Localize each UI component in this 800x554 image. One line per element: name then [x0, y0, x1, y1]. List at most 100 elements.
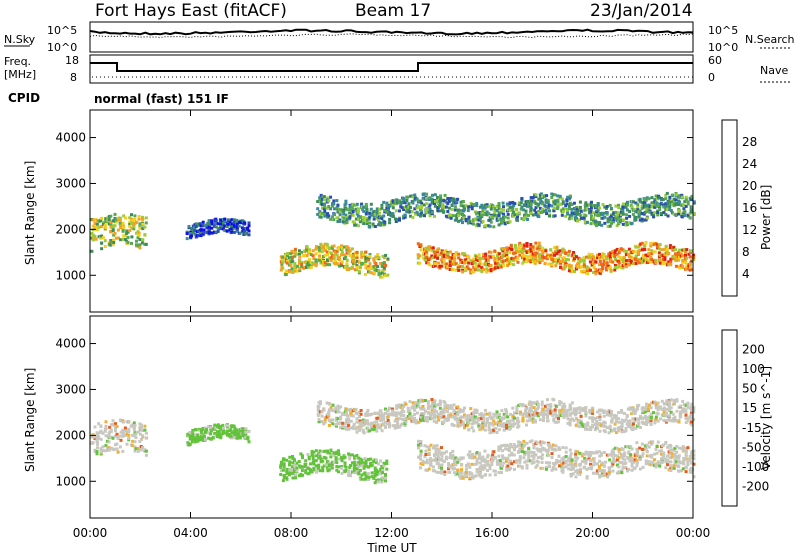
- heatmap-cell: [230, 431, 234, 435]
- heatmap-cell: [433, 410, 437, 414]
- heatmap-cell: [104, 427, 108, 431]
- freq-label: Freq.: [4, 55, 31, 68]
- heatmap-cell: [529, 206, 533, 210]
- heatmap-cell: [461, 252, 465, 256]
- heatmap-cell: [546, 419, 550, 423]
- heatmap-cell: [235, 218, 239, 222]
- heatmap-cell: [364, 476, 368, 480]
- heatmap-cell: [661, 257, 665, 261]
- heatmap-cell: [452, 403, 456, 407]
- heatmap-cell: [688, 263, 692, 267]
- heatmap-cell: [595, 422, 599, 426]
- heatmap-cell: [138, 243, 142, 247]
- heatmap-cell: [580, 422, 584, 426]
- heatmap-cell: [662, 418, 666, 422]
- heatmap-cell: [344, 213, 348, 217]
- heatmap-cell: [516, 260, 520, 264]
- heatmap-cell: [591, 408, 595, 412]
- heatmap-cell: [190, 433, 194, 437]
- heatmap-cell: [495, 259, 499, 263]
- heatmap-cell: [355, 264, 359, 268]
- heatmap-cell: [112, 423, 116, 427]
- heatmap-cell: [285, 261, 289, 265]
- heatmap-cell: [640, 241, 644, 245]
- heatmap-cell: [337, 453, 341, 457]
- heatmap-cell: [101, 431, 105, 435]
- heatmap-cell: [617, 420, 621, 424]
- heatmap-cell: [457, 219, 461, 223]
- heatmap-cell: [339, 426, 343, 430]
- heatmap-cell: [138, 426, 142, 430]
- heatmap-cell: [574, 215, 578, 219]
- heatmap-cell: [335, 424, 338, 428]
- heatmap-cell: [232, 218, 236, 222]
- heatmap-cell: [464, 267, 468, 271]
- heatmap-cell: [459, 204, 463, 208]
- heatmap-cell: [533, 208, 537, 212]
- heatmap-cell: [404, 402, 408, 406]
- heatmap-cell: [111, 419, 115, 423]
- heatmap-cell: [662, 407, 666, 411]
- heatmap-cell: [362, 209, 366, 213]
- heatmap-cell: [569, 264, 573, 268]
- heatmap-cell: [284, 269, 288, 273]
- heatmap-cell: [329, 406, 333, 410]
- heatmap-cell: [194, 439, 198, 443]
- heatmap-cell: [678, 248, 681, 252]
- heatmap-cell: [346, 425, 350, 429]
- heatmap-cell: [399, 410, 403, 414]
- nsearch-series: [89, 33, 694, 39]
- heatmap-cell: [375, 211, 379, 215]
- heatmap-cell: [601, 216, 605, 220]
- heatmap-cell: [672, 204, 676, 207]
- heatmap-cell: [690, 210, 694, 214]
- heatmap-cell: [573, 270, 576, 273]
- heatmap-cell: [279, 473, 283, 476]
- heatmap-cell: [371, 224, 375, 228]
- heatmap-cell: [194, 433, 198, 437]
- heatmap-cell: [493, 210, 497, 214]
- heatmap-cell: [608, 426, 612, 430]
- heatmap-cell: [503, 221, 507, 225]
- heatmap-cell: [546, 413, 549, 417]
- heatmap-cell: [553, 199, 557, 203]
- heatmap-cell: [472, 429, 476, 433]
- cpid-label: CPID: [8, 91, 40, 105]
- heatmap-cell: [322, 449, 326, 453]
- heatmap-cell: [205, 428, 209, 431]
- heatmap-cell: [104, 424, 108, 428]
- heatmap-cell: [95, 222, 99, 226]
- heatmap-cell: [524, 254, 528, 258]
- heatmap-cell: [535, 244, 539, 248]
- heatmap-cell: [425, 250, 429, 254]
- heatmap-cell: [349, 409, 352, 413]
- heatmap-cell: [494, 261, 498, 265]
- heatmap-cell: [550, 204, 554, 208]
- heatmap-cell: [350, 205, 354, 209]
- heatmap-cell: [417, 420, 421, 424]
- heatmap-cell: [282, 457, 286, 461]
- heatmap-cell: [367, 217, 371, 221]
- heatmap-cell: [432, 419, 436, 423]
- heatmap-cell: [345, 421, 348, 425]
- heatmap-cell: [477, 268, 481, 272]
- heatmap-cell: [353, 203, 357, 207]
- heatmap-cell: [447, 206, 451, 210]
- heatmap-cell: [617, 417, 620, 421]
- heatmap-cell: [675, 398, 679, 402]
- heatmap-cell: [519, 403, 522, 406]
- heatmap-cell: [531, 415, 535, 419]
- heatmap-cell: [656, 243, 660, 247]
- heatmap-cell: [636, 205, 640, 209]
- y-tick-label: 4000: [55, 131, 86, 145]
- heatmap-cell: [516, 256, 520, 260]
- heatmap-cell: [485, 420, 489, 424]
- heatmap-cell: [421, 462, 425, 466]
- heatmap-cell: [506, 415, 510, 419]
- heatmap-cell: [99, 429, 103, 433]
- heatmap-cell: [334, 456, 338, 460]
- heatmap-cell: [564, 260, 567, 264]
- heatmap-cell: [483, 203, 487, 207]
- heatmap-cell: [333, 207, 336, 211]
